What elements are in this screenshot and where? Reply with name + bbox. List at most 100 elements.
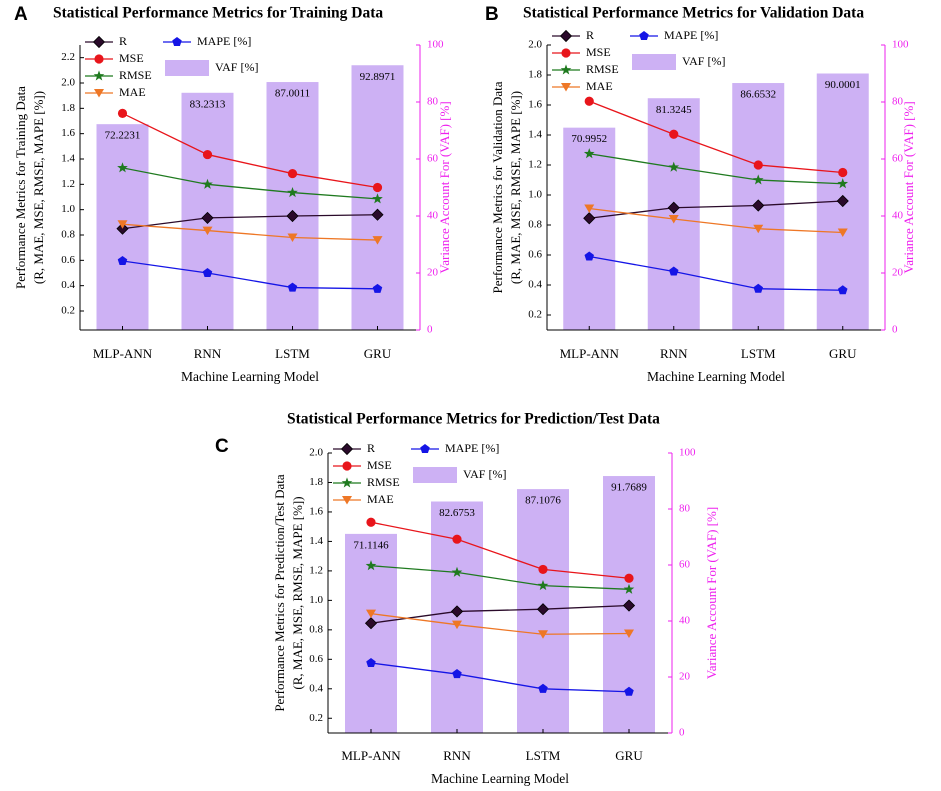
series-mse (366, 517, 634, 583)
legend-marker-mse (94, 54, 104, 64)
data-point-r (286, 209, 299, 223)
legend-marker-mape (420, 444, 430, 454)
legend-marker-r (92, 35, 106, 49)
panel-a: A Statistical Performance Metrics for Tra… (13, 4, 452, 384)
data-point-rmse (451, 566, 463, 577)
y-tick-label: 0.2 (309, 712, 323, 724)
y-tick-label: 1.4 (309, 535, 323, 547)
legend-marker-mape (172, 37, 182, 47)
y2-tick-label: 100 (427, 39, 444, 51)
data-point-r (536, 603, 550, 616)
y-tick-label: 1.4 (528, 129, 542, 141)
vaf-bar (181, 92, 234, 330)
vaf-data-label: 90.0001 (825, 79, 861, 91)
legend-label-mape: MAPE [%] (664, 28, 718, 42)
data-point-r (583, 212, 596, 225)
data-point-mse (584, 96, 594, 106)
y-tick-label: 0.8 (61, 229, 75, 241)
data-point-r (201, 211, 214, 224)
y-tick-label: 0.6 (309, 653, 323, 665)
data-point-r (667, 201, 680, 214)
panel-b: B Statistical Performance Metrics for Val… (485, 4, 916, 384)
vaf-data-label: 91.7689 (611, 482, 647, 494)
chart-title: Statistical Performance Metrics for Pred… (287, 411, 660, 428)
y2-tick-label: 20 (427, 267, 439, 279)
data-point-r (622, 599, 636, 612)
series-r (583, 194, 849, 225)
x-axis-label: Machine Learning Model (647, 369, 785, 384)
y2-tick-label: 100 (892, 39, 909, 51)
data-point-mape (837, 285, 848, 295)
x-tick-label: MLP-ANN (560, 346, 620, 361)
data-point-mape (624, 686, 634, 696)
legend-marker-mse (342, 461, 352, 471)
legend-marker-r (559, 29, 573, 43)
legend-label-rmse: RMSE (119, 68, 152, 82)
data-point-mape (366, 658, 376, 668)
data-point-rmse (202, 178, 213, 189)
series-line-mae (589, 207, 843, 234)
x-tick-label: LSTM (526, 748, 561, 763)
data-point-mse (538, 564, 548, 575)
y-tick-label: 1.2 (528, 159, 542, 171)
y-tick-label: 2.0 (309, 447, 323, 459)
vaf-bar (266, 82, 319, 330)
legend-label-rmse: RMSE (367, 475, 400, 489)
data-point-mae (372, 236, 383, 245)
vaf-data-label: 71.1146 (353, 539, 389, 551)
legend-label-r: R (367, 441, 375, 455)
data-point-mape (538, 683, 548, 693)
legend-label-mape: MAPE [%] (445, 441, 499, 455)
series-mape (584, 251, 848, 295)
series-line-rmse (370, 565, 630, 590)
y-tick-label: 0.8 (309, 623, 323, 635)
data-point-rmse (583, 148, 595, 159)
data-point-mae (366, 609, 376, 619)
data-point-mse (669, 129, 679, 139)
data-point-r (364, 617, 378, 630)
legend-label-vaf: VAF [%] (682, 54, 725, 68)
x-tick-label: LSTM (741, 346, 776, 361)
series-line-mae (370, 612, 630, 635)
vaf-data-label: 87.0011 (275, 88, 310, 100)
series-mae (584, 204, 848, 237)
data-point-mae (117, 220, 128, 229)
y-tick-label: 1.8 (61, 102, 75, 114)
x-tick-label: MLP-ANN (93, 346, 153, 361)
vaf-data-label: 81.3245 (656, 104, 692, 116)
data-point-r (836, 194, 849, 208)
series-mse (117, 108, 383, 193)
legend-label-r: R (586, 28, 594, 42)
data-point-rmse (752, 174, 764, 185)
vaf-bar (563, 127, 616, 330)
y2-tick-label: 60 (892, 153, 904, 165)
y2-tick-label: 100 (679, 447, 696, 459)
data-point-rmse (287, 186, 298, 198)
series-r (364, 599, 636, 630)
y-axis-label-line1: Performance Metrics for Prediction/Test … (272, 474, 287, 712)
y-tick-label: 0.6 (61, 254, 75, 266)
legend-label-mae: MAE (119, 85, 146, 99)
series-mae (117, 220, 383, 245)
y-tick-label: 0.2 (528, 309, 542, 321)
y2-tick-label: 40 (679, 615, 691, 627)
data-point-mape (452, 669, 462, 679)
y-tick-label: 0.2 (61, 305, 75, 317)
data-point-mape (584, 251, 595, 261)
panel-letter: B (485, 4, 499, 25)
y-tick-label: 1.8 (309, 476, 323, 488)
y-tick-label: 0.4 (528, 279, 542, 291)
data-point-mae (452, 620, 462, 630)
y2-axis-label: Variance Account For (VAF) [%] (704, 507, 719, 679)
y-tick-label: 0.4 (309, 682, 323, 694)
y-tick-label: 1.6 (528, 99, 542, 111)
y-axis-label-line2: (R, MAE, MSE, RMSE, MAPE [%]) (290, 496, 305, 689)
data-point-mse (452, 534, 462, 544)
x-tick-label: RNN (443, 748, 471, 763)
legend-label-mae: MAE (367, 492, 394, 506)
legend-marker-mae (342, 496, 352, 505)
legend-label-r: R (119, 34, 127, 48)
series-line-r (589, 200, 843, 219)
data-point-r (371, 208, 384, 221)
